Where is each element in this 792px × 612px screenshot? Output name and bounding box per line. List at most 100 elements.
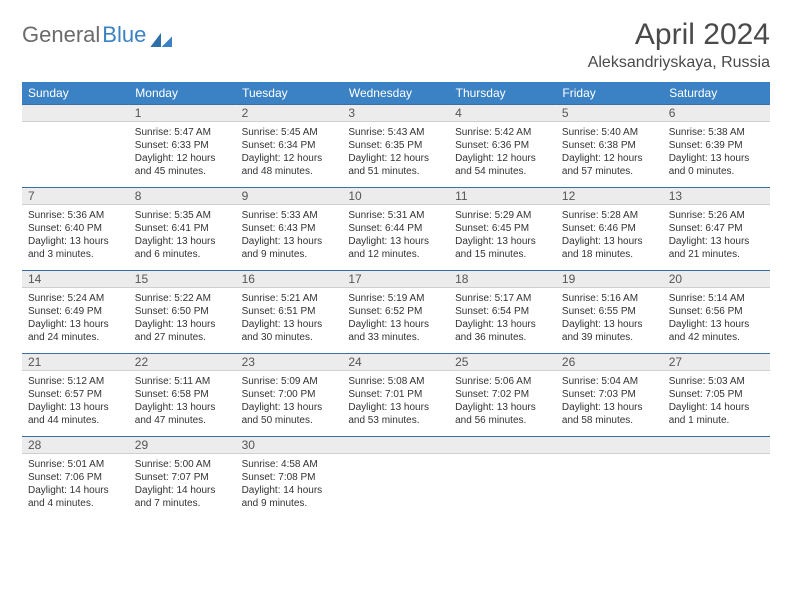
day-number-cell: 3 [342, 105, 449, 122]
day-info-line: Sunrise: 5:28 AM [562, 209, 657, 222]
day-number-cell: 23 [236, 354, 343, 371]
day-info-line: Sunrise: 5:08 AM [348, 375, 443, 388]
day-info-line: Sunrise: 5:40 AM [562, 126, 657, 139]
day-number-cell: 9 [236, 188, 343, 205]
day-content-cell: Sunrise: 5:11 AMSunset: 6:58 PMDaylight:… [129, 371, 236, 437]
day-content-cell: Sunrise: 5:29 AMSunset: 6:45 PMDaylight:… [449, 205, 556, 271]
day-number-cell: 22 [129, 354, 236, 371]
day-content-cell: Sunrise: 5:01 AMSunset: 7:06 PMDaylight:… [22, 454, 129, 520]
day-content-cell: Sunrise: 5:26 AMSunset: 6:47 PMDaylight:… [663, 205, 770, 271]
day-content-cell: Sunrise: 5:40 AMSunset: 6:38 PMDaylight:… [556, 122, 663, 188]
weekday-header: Wednesday [342, 82, 449, 105]
day-info-line: Daylight: 13 hours [669, 318, 764, 331]
day-info-line: Sunset: 6:44 PM [348, 222, 443, 235]
day-info-line: Daylight: 13 hours [669, 152, 764, 165]
day-number-cell [449, 437, 556, 454]
day-info-line: Daylight: 13 hours [242, 318, 337, 331]
day-info-line: Sunset: 7:01 PM [348, 388, 443, 401]
day-info-line: and 48 minutes. [242, 165, 337, 178]
brand-word-2: Blue [102, 22, 146, 48]
day-info-line: Sunset: 6:38 PM [562, 139, 657, 152]
day-number-cell [342, 437, 449, 454]
day-info-line: Daylight: 12 hours [348, 152, 443, 165]
day-info-line: Sunset: 7:08 PM [242, 471, 337, 484]
day-number-cell: 5 [556, 105, 663, 122]
day-content-cell: Sunrise: 5:14 AMSunset: 6:56 PMDaylight:… [663, 288, 770, 354]
day-info-line: Daylight: 14 hours [28, 484, 123, 497]
day-info-line: and 9 minutes. [242, 248, 337, 261]
day-content-cell: Sunrise: 5:00 AMSunset: 7:07 PMDaylight:… [129, 454, 236, 520]
day-content-cell: Sunrise: 5:31 AMSunset: 6:44 PMDaylight:… [342, 205, 449, 271]
day-info-line: Sunset: 6:41 PM [135, 222, 230, 235]
day-info-line: Sunset: 6:36 PM [455, 139, 550, 152]
day-number-cell [663, 437, 770, 454]
day-info-line: Sunset: 7:07 PM [135, 471, 230, 484]
day-info-line: and 30 minutes. [242, 331, 337, 344]
day-info-line: Sunset: 6:34 PM [242, 139, 337, 152]
day-content-cell: Sunrise: 5:16 AMSunset: 6:55 PMDaylight:… [556, 288, 663, 354]
day-info-line: Sunrise: 5:14 AM [669, 292, 764, 305]
day-info-line: Daylight: 13 hours [28, 318, 123, 331]
day-content-cell: Sunrise: 5:45 AMSunset: 6:34 PMDaylight:… [236, 122, 343, 188]
day-info-line: Daylight: 12 hours [242, 152, 337, 165]
day-info-line: and 3 minutes. [28, 248, 123, 261]
day-info-line: and 56 minutes. [455, 414, 550, 427]
day-number-cell: 20 [663, 271, 770, 288]
day-info-line: Daylight: 13 hours [562, 235, 657, 248]
day-info-line: Sunset: 6:51 PM [242, 305, 337, 318]
day-content-cell: Sunrise: 5:08 AMSunset: 7:01 PMDaylight:… [342, 371, 449, 437]
day-info-line: Sunrise: 5:22 AM [135, 292, 230, 305]
day-content-cell: Sunrise: 5:06 AMSunset: 7:02 PMDaylight:… [449, 371, 556, 437]
day-content-cell: Sunrise: 5:22 AMSunset: 6:50 PMDaylight:… [129, 288, 236, 354]
day-info-line: and 36 minutes. [455, 331, 550, 344]
day-info-line: Sunset: 6:40 PM [28, 222, 123, 235]
day-info-line: Sunrise: 5:01 AM [28, 458, 123, 471]
day-info-line: Sunrise: 5:09 AM [242, 375, 337, 388]
day-info-line: Daylight: 12 hours [562, 152, 657, 165]
day-info-line: Sunrise: 5:42 AM [455, 126, 550, 139]
logo-mark-icon [150, 27, 172, 43]
day-number-cell: 8 [129, 188, 236, 205]
day-info-line: and 39 minutes. [562, 331, 657, 344]
day-number-cell: 27 [663, 354, 770, 371]
day-info-line: Sunset: 6:45 PM [455, 222, 550, 235]
day-info-line: and 50 minutes. [242, 414, 337, 427]
day-info-line: Sunset: 7:06 PM [28, 471, 123, 484]
day-number-cell: 16 [236, 271, 343, 288]
day-info-line: Sunset: 6:47 PM [669, 222, 764, 235]
day-info-line: Daylight: 13 hours [135, 401, 230, 414]
day-info-line: Sunrise: 5:38 AM [669, 126, 764, 139]
day-content-cell: Sunrise: 4:58 AMSunset: 7:08 PMDaylight:… [236, 454, 343, 520]
day-info-line: Sunrise: 5:47 AM [135, 126, 230, 139]
day-number-cell: 1 [129, 105, 236, 122]
day-content-cell: Sunrise: 5:35 AMSunset: 6:41 PMDaylight:… [129, 205, 236, 271]
day-info-line: and 4 minutes. [28, 497, 123, 510]
day-info-line: Sunset: 7:02 PM [455, 388, 550, 401]
day-number-cell: 13 [663, 188, 770, 205]
day-info-line: and 12 minutes. [348, 248, 443, 261]
day-number-cell: 17 [342, 271, 449, 288]
day-number-row: 123456 [22, 105, 770, 122]
day-info-line: and 42 minutes. [669, 331, 764, 344]
day-info-line: Sunrise: 5:26 AM [669, 209, 764, 222]
day-info-line: Sunset: 6:56 PM [669, 305, 764, 318]
day-info-line: and 7 minutes. [135, 497, 230, 510]
day-info-line: Sunrise: 5:35 AM [135, 209, 230, 222]
day-info-line: Daylight: 13 hours [135, 235, 230, 248]
day-info-line: and 33 minutes. [348, 331, 443, 344]
day-number-cell: 12 [556, 188, 663, 205]
day-number-cell: 21 [22, 354, 129, 371]
weekday-header: Tuesday [236, 82, 343, 105]
day-info-line: Sunrise: 5:43 AM [348, 126, 443, 139]
day-info-line: Sunrise: 5:00 AM [135, 458, 230, 471]
day-content-cell: Sunrise: 5:04 AMSunset: 7:03 PMDaylight:… [556, 371, 663, 437]
day-content-cell: Sunrise: 5:21 AMSunset: 6:51 PMDaylight:… [236, 288, 343, 354]
day-content-cell: Sunrise: 5:36 AMSunset: 6:40 PMDaylight:… [22, 205, 129, 271]
weekday-header: Saturday [663, 82, 770, 105]
day-info-line: Daylight: 13 hours [669, 235, 764, 248]
day-number-cell: 10 [342, 188, 449, 205]
day-info-line: and 51 minutes. [348, 165, 443, 178]
day-info-line: Daylight: 13 hours [455, 318, 550, 331]
weekday-header: Friday [556, 82, 663, 105]
day-info-line: and 1 minute. [669, 414, 764, 427]
